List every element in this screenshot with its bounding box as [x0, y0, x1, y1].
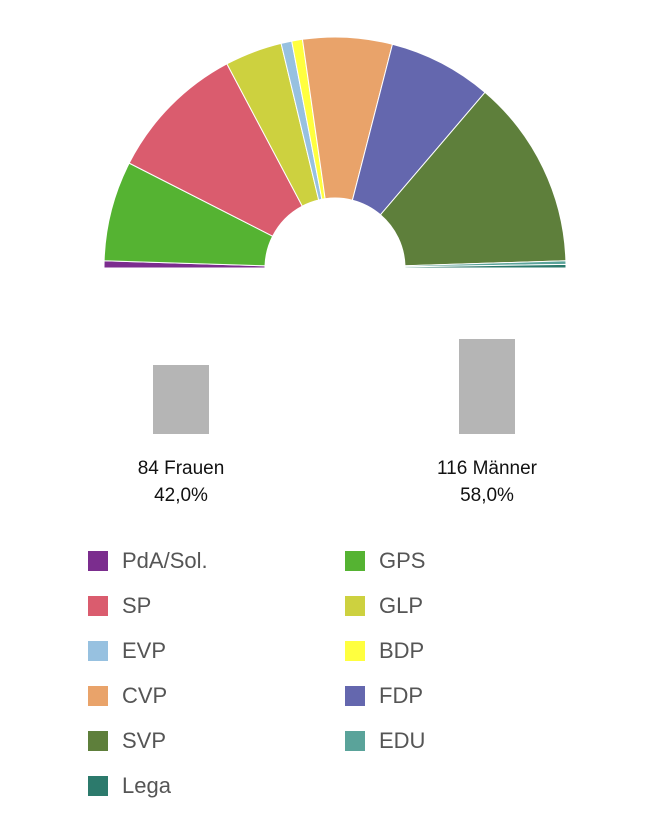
legend-swatch	[345, 596, 365, 616]
legend-item: BDP	[345, 638, 425, 663]
legend-swatch	[88, 596, 108, 616]
legend-item: FDP	[345, 683, 423, 708]
women-percent: 42,0%	[154, 485, 208, 506]
women-label: 84 Frauen 42,0%	[81, 455, 281, 509]
legend-item: GPS	[345, 548, 426, 573]
legend-item: EDU	[345, 728, 426, 753]
legend-swatch	[88, 641, 108, 661]
legend-item: SP	[88, 593, 152, 618]
legend-label: SP	[122, 593, 152, 618]
legend-item: SVP	[88, 728, 167, 753]
legend-swatch	[88, 731, 108, 751]
legend-swatch	[345, 551, 365, 571]
seat-segment-svp	[379, 91, 567, 267]
legend-label: EVP	[122, 638, 167, 663]
men-count: 116 Männer	[437, 458, 537, 479]
legend-item: EVP	[88, 638, 167, 663]
seat-segment-lega	[404, 263, 567, 269]
legend-swatch	[88, 686, 108, 706]
parliament-seat-chart	[103, 36, 567, 269]
legend-label: PdA/Sol.	[122, 548, 208, 573]
women-bar	[153, 365, 209, 434]
legend-label: BDP	[379, 638, 425, 663]
seat-segment-sp	[128, 63, 303, 237]
legend-label: GPS	[379, 548, 426, 573]
legend-label: SVP	[122, 728, 167, 753]
legend-swatch	[345, 686, 365, 706]
legend-label: FDP	[379, 683, 423, 708]
legend-item: PdA/Sol.	[88, 548, 208, 573]
men-label: 116 Männer 58,0%	[387, 455, 587, 509]
legend-label: GLP	[379, 593, 424, 618]
legend-label: EDU	[379, 728, 426, 753]
legend-swatch	[88, 776, 108, 796]
men-percent: 58,0%	[460, 485, 514, 506]
legend-swatch	[345, 731, 365, 751]
legend-label: Lega	[122, 773, 171, 798]
legend-item: GLP	[345, 593, 424, 618]
women-count: 84 Frauen	[137, 458, 225, 479]
legend-label: CVP	[122, 683, 168, 708]
legend-swatch	[88, 551, 108, 571]
men-bar	[459, 339, 515, 434]
legend-item: CVP	[88, 683, 168, 708]
legend-swatch	[345, 641, 365, 661]
legend-item: Lega	[88, 773, 171, 798]
